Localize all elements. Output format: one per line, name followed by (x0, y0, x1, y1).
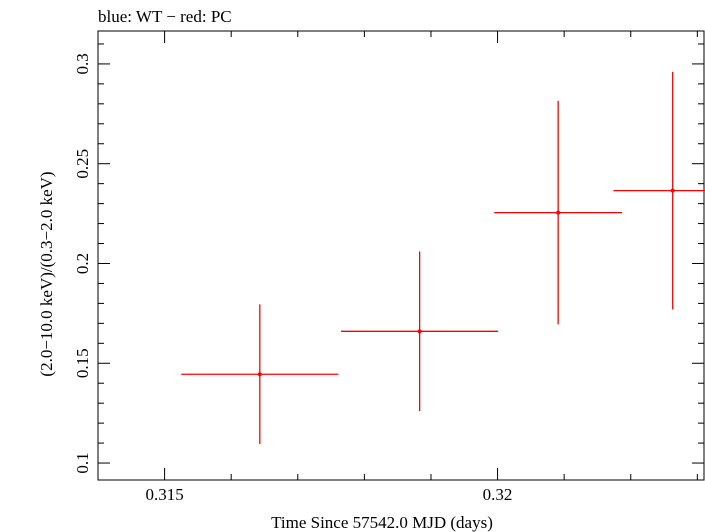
y-tick-label: 0.25 (73, 149, 92, 179)
y-tick-label: 0.3 (73, 53, 92, 74)
y-tick-label: 0.2 (73, 253, 92, 274)
data-point (181, 304, 339, 445)
plot-frame (97, 30, 705, 481)
series-pc (181, 71, 705, 445)
point-marker (556, 210, 561, 215)
data-point (613, 71, 705, 310)
y-axis: 0.1 0.15 0.2 0.25 0.3 (73, 43, 704, 474)
x-tick-label: 0.315 (145, 485, 183, 504)
x-axis-label: Time Since 57542.0 MJD (days) (271, 513, 493, 532)
data-point (494, 100, 623, 325)
y-axis-label: (2.0−10.0 keV)/(0.3−2.0 keV) (37, 171, 56, 376)
y-tick-label: 0.1 (73, 452, 92, 473)
y-tick-label: 0.15 (73, 348, 92, 378)
chart-title: blue: WT − red: PC (98, 7, 232, 26)
point-marker (257, 372, 262, 377)
point-marker (417, 329, 422, 334)
point-marker (670, 188, 675, 193)
x-tick-label: 0.32 (483, 485, 513, 504)
data-point (341, 251, 499, 412)
